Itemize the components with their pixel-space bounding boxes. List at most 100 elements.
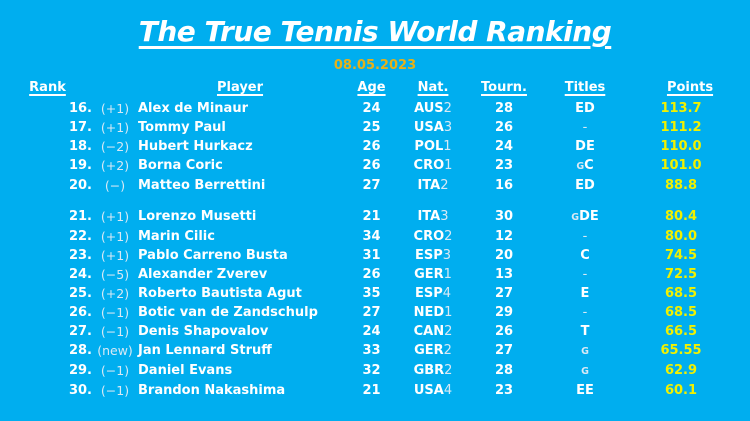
player-name: Daniel Evans <box>138 363 233 378</box>
nationality: CAN2 <box>398 322 468 341</box>
points: 60.1 <box>664 383 698 398</box>
rank-movement: (+2) <box>100 158 130 173</box>
title-segment: G <box>581 366 589 377</box>
rank-movement: (−1) <box>100 363 130 378</box>
tournaments: 24 <box>494 139 514 154</box>
table-row: 17. (+1) Tommy Paul 25 USA3 26 - 111.2 <box>0 118 750 137</box>
titles: - <box>540 227 630 246</box>
title-segment: G <box>571 212 580 223</box>
points: 68.5 <box>664 305 698 320</box>
tournaments: 28 <box>494 101 514 116</box>
titles: E <box>540 284 630 303</box>
rank-movement: (+1) <box>100 209 130 224</box>
points: 68.5 <box>664 286 698 301</box>
titles: G <box>540 341 630 361</box>
titles: EE <box>540 381 630 400</box>
rank: 22. <box>68 229 92 244</box>
nationality-rank-number: 2 <box>444 324 453 339</box>
titles: - <box>540 265 630 284</box>
rank: 28. <box>68 343 92 358</box>
page-title: The True Tennis World Ranking <box>138 15 612 48</box>
titles: ED <box>540 176 630 195</box>
nationality-code: ESP <box>414 286 443 301</box>
nationality-code: USA <box>413 120 444 135</box>
player-name: Tommy Paul <box>138 120 226 135</box>
title-segment: ED <box>575 101 595 116</box>
column-header-tourn: Tourn. <box>481 80 527 95</box>
nationality-rank-number: 2 <box>440 178 449 193</box>
title-segment: G <box>581 346 589 357</box>
nationality-rank-number: 2 <box>443 101 452 116</box>
column-header-age: Age <box>357 80 386 95</box>
table-row: 28. (new) Jan Lennard Struff 33 GER2 27 G 65.55 <box>0 341 750 361</box>
rank: 18. <box>68 139 92 154</box>
nationality: NED1 <box>398 303 468 322</box>
rank-movement: (−2) <box>100 139 130 154</box>
nationality-code: GER <box>414 343 444 358</box>
age: 27 <box>362 178 381 193</box>
rank-movement: (+1) <box>100 229 130 244</box>
nationality: CRO1 <box>398 156 468 176</box>
nationality: ESP3 <box>398 246 468 265</box>
nationality-code: POL <box>414 139 444 154</box>
nationality: ITA3 <box>398 207 468 227</box>
rank-movement: (−1) <box>100 383 130 398</box>
title-segment: EE <box>576 383 594 398</box>
points: 72.5 <box>664 267 698 282</box>
rank-movement: (+1) <box>100 248 130 263</box>
age: 26 <box>362 158 381 173</box>
nationality: USA4 <box>398 381 468 400</box>
table-row: 18. (−2) Hubert Hurkacz 26 POL1 24 DE 110.0 <box>0 137 750 156</box>
table-row: 26. (−1) Botic van de Zandschulp 27 NED1 29 - 6… <box>0 303 750 322</box>
rank-movement: (−1) <box>100 324 130 339</box>
nationality-code: NED <box>413 305 445 320</box>
nationality-rank-number: 3 <box>442 248 452 263</box>
titles: GC <box>540 156 630 176</box>
points: 113.7 <box>660 101 702 116</box>
nationality-rank-number: 1 <box>443 139 452 154</box>
player-name: Brandon Nakashima <box>138 383 286 398</box>
rank: 17. <box>68 120 92 135</box>
titles: GDE <box>540 207 630 227</box>
player-name: Lorenzo Musetti <box>138 209 257 224</box>
nationality-rank-number: 1 <box>443 267 452 282</box>
title-segment: E <box>580 286 590 301</box>
points: 74.5 <box>664 248 698 263</box>
titles: DE <box>540 137 630 156</box>
rank: 24. <box>68 267 92 282</box>
age: 21 <box>362 209 381 224</box>
nationality-code: GER <box>414 267 444 282</box>
table-row: 24. (−5) Alexander Zverev 26 GER1 13 - 72.5 <box>0 265 750 284</box>
tournaments: 30 <box>494 209 514 224</box>
title-segment: - <box>582 267 588 282</box>
player-name: Denis Shapovalov <box>138 324 269 339</box>
nationality-rank-number: 1 <box>444 305 453 320</box>
rank: 29. <box>68 363 92 378</box>
title-segment: - <box>582 229 588 244</box>
age: 26 <box>362 139 381 154</box>
age: 31 <box>362 248 381 263</box>
player-name: Pablo Carreno Busta <box>138 248 288 263</box>
nationality-code: CAN <box>413 324 445 339</box>
nationality: GER1 <box>398 265 468 284</box>
player-name: Alexander Zverev <box>138 267 268 282</box>
rank-movement: (new) <box>97 343 133 358</box>
nationality: ITA2 <box>398 176 468 195</box>
player-name: Botic van de Zandschulp <box>138 305 318 320</box>
tournaments: 27 <box>494 286 514 301</box>
points: 88.8 <box>664 178 698 193</box>
points: 110.0 <box>660 139 702 154</box>
nationality-code: GBR <box>413 363 445 378</box>
title-segment: C <box>584 158 594 173</box>
rank-movement: (−1) <box>100 305 130 320</box>
nationality: ESP4 <box>398 284 468 303</box>
tournaments: 26 <box>494 324 514 339</box>
tournaments: 27 <box>494 343 514 358</box>
tournaments: 16 <box>494 178 514 193</box>
rank: 25. <box>68 286 92 301</box>
table-row: 21. (+1) Lorenzo Musetti 21 ITA3 30 GDE 80.4 <box>0 207 750 227</box>
nationality-rank-number: 4 <box>442 286 452 301</box>
title-segment: DE <box>579 209 599 224</box>
age: 32 <box>362 363 381 378</box>
column-header-spacer <box>95 78 135 97</box>
